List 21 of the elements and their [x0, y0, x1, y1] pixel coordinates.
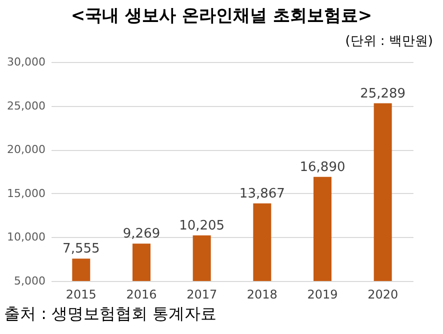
data-label: 25,289	[360, 86, 406, 102]
source-note: 출처 : 생명보험협회 통계자료	[3, 304, 218, 325]
y-tick-label: 5,000	[14, 274, 46, 288]
data-label: 10,205	[179, 218, 225, 234]
x-tick-label: 2016	[126, 288, 157, 302]
x-tick-label: 2017	[186, 288, 218, 302]
x-tick-label: 2015	[66, 288, 96, 302]
x-tick-label: 2018	[246, 288, 278, 302]
x-tick-label: 2019	[307, 288, 338, 302]
y-tick-label: 10,000	[7, 230, 46, 244]
y-tick-label: 30,000	[7, 56, 46, 68]
chart-subtitle: (단위 : 백만원)	[344, 33, 434, 51]
data-label: 16,890	[300, 160, 346, 175]
y-tick-label: 25,000	[7, 99, 46, 112]
y-tick-label: 15,000	[7, 186, 46, 200]
data-label: 7,555	[62, 242, 100, 257]
x-tick-label: 2020	[368, 288, 398, 302]
chart-title: <국내 생보사 온라인채널 초회보험료>	[70, 5, 374, 28]
y-tick-label: 20,000	[7, 143, 46, 156]
data-label: 13,867	[239, 186, 285, 202]
data-label: 9,269	[122, 226, 160, 242]
